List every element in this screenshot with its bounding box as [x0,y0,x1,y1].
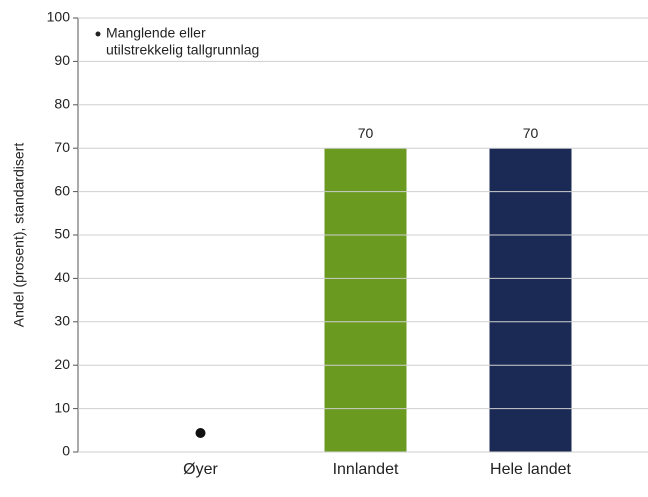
y-axis-label: Andel (prosent), standardisert [11,143,27,328]
y-tick-label: 80 [54,96,70,112]
missing-marker [195,428,206,438]
y-tick-label: 10 [54,399,70,415]
y-tick-label: 40 [54,269,70,285]
annotation: Manglende eller [106,25,206,41]
y-tick-label: 90 [54,52,70,68]
y-tick-label: 30 [54,313,70,329]
y-tick-label: 100 [47,9,71,25]
x-tick-label: Øyer [183,461,218,478]
y-tick-label: 50 [54,226,70,242]
y-tick-label: 20 [54,356,70,372]
value-label: 70 [523,125,539,141]
annotation: utilstrekkelig tallgrunnlag [106,42,259,58]
x-tick-label: Innlandet [333,461,399,478]
value-label: 70 [358,125,374,141]
bar [324,148,407,452]
y-tick-label: 60 [54,182,70,198]
y-tick-label: 70 [54,139,70,155]
legend-dot [95,31,101,37]
bar [489,148,572,452]
y-tick-label: 0 [62,443,70,459]
x-tick-label: Hele landet [490,461,572,478]
